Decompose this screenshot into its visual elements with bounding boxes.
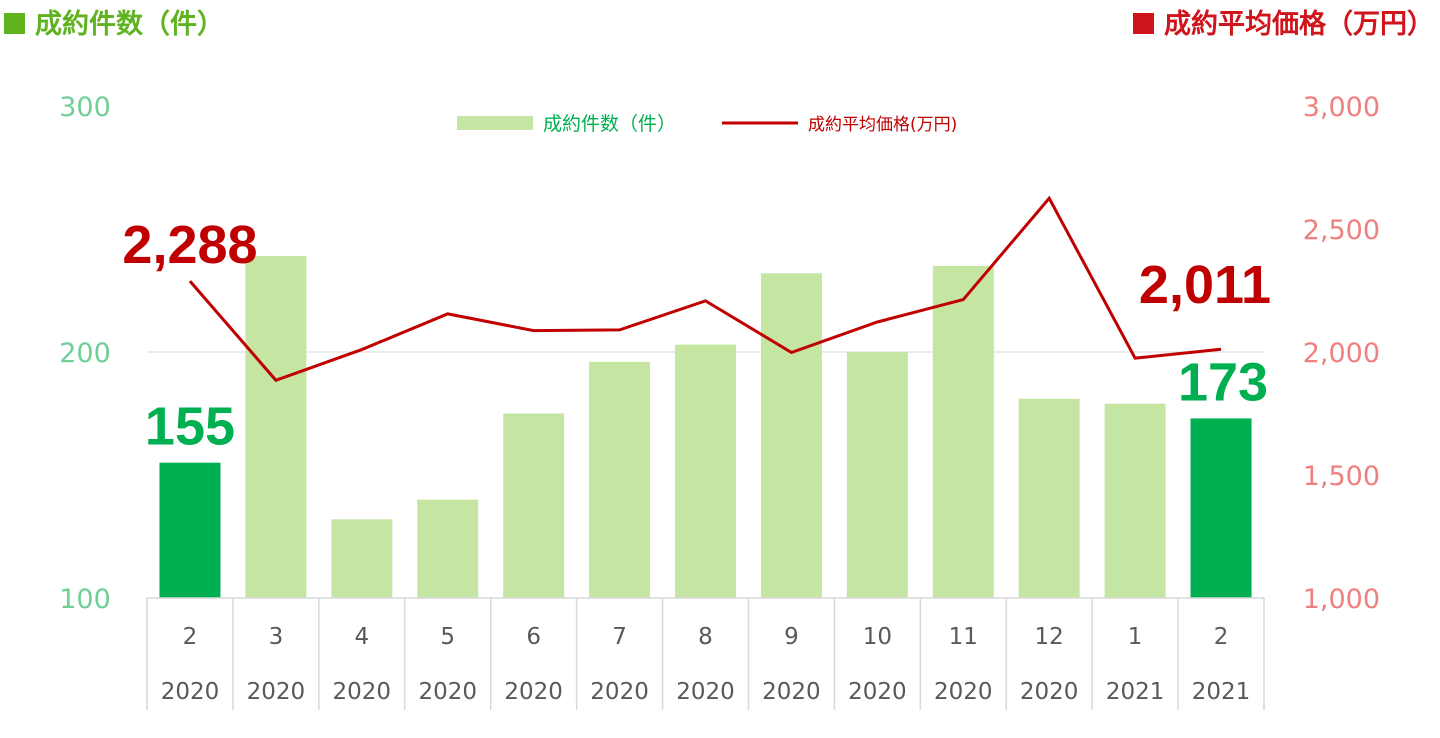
legend-bar-label: 成約件数（件）	[543, 113, 676, 135]
month-label: 12	[1035, 624, 1064, 650]
right-tick-label: 1,000	[1303, 584, 1380, 615]
month-label: 9	[784, 624, 799, 650]
right-axis-title-text: 成約平均価格（万円）	[1164, 9, 1434, 40]
year-label: 2020	[676, 679, 735, 705]
month-label: 4	[354, 624, 369, 650]
month-label: 3	[269, 624, 284, 650]
bar-12-2020	[1018, 398, 1080, 598]
bar-4-2020	[331, 519, 393, 598]
right-axis-title: 成約平均価格（万円）	[1133, 2, 1434, 41]
month-label: 6	[526, 624, 541, 650]
bar-10-2020	[846, 352, 908, 598]
right-tick-label: 2,000	[1303, 338, 1380, 369]
price-annotation: 2,288	[122, 215, 257, 275]
year-label: 2020	[934, 679, 993, 705]
right-tick-label: 3,000	[1303, 92, 1380, 123]
month-label: 1	[1128, 624, 1143, 650]
legend-bar-swatch	[457, 116, 533, 130]
right-tick-label: 2,500	[1303, 215, 1380, 246]
bar-9-2020	[760, 273, 822, 598]
count-annotation: 173	[1178, 352, 1268, 412]
right-tick-label: 1,500	[1303, 461, 1380, 492]
month-label: 2	[183, 624, 198, 650]
month-label: 2	[1214, 624, 1229, 650]
left-tick-label: 100	[59, 584, 111, 615]
month-label: 10	[863, 624, 892, 650]
bar-11-2020	[932, 265, 994, 598]
legend-line-label: 成約平均価格(万円)	[808, 115, 957, 135]
bar-6-2020	[503, 413, 565, 598]
year-label: 2020	[333, 679, 392, 705]
year-label: 2020	[848, 679, 907, 705]
green-square-icon	[4, 13, 25, 34]
left-tick-label: 200	[59, 338, 111, 369]
year-label: 2020	[504, 679, 563, 705]
price-annotation: 2,011	[1139, 255, 1271, 315]
year-label: 2020	[418, 679, 477, 705]
bar-2-2020	[159, 462, 221, 598]
left-axis-title: 成約件数（件）	[4, 2, 224, 41]
month-label: 5	[440, 624, 455, 650]
month-label: 11	[949, 624, 978, 650]
year-label: 2020	[762, 679, 821, 705]
red-square-icon	[1133, 13, 1154, 34]
year-label: 2020	[590, 679, 649, 705]
left-tick-label: 300	[59, 92, 111, 123]
year-label: 2021	[1106, 679, 1165, 705]
bar-5-2020	[417, 499, 479, 598]
bar-2-2021	[1190, 418, 1252, 598]
year-label: 2020	[161, 679, 220, 705]
count-annotation: 155	[145, 397, 235, 457]
bar-8-2020	[675, 344, 736, 598]
left-axis-title-text: 成約件数（件）	[35, 9, 224, 40]
year-label: 2021	[1192, 679, 1251, 705]
year-label: 2020	[247, 679, 306, 705]
month-label: 7	[612, 624, 627, 650]
bar-7-2020	[589, 361, 651, 598]
year-label: 2020	[1020, 679, 1079, 705]
bar-3-2020	[245, 256, 307, 598]
month-label: 8	[698, 624, 713, 650]
bar-1-2021	[1104, 403, 1166, 598]
